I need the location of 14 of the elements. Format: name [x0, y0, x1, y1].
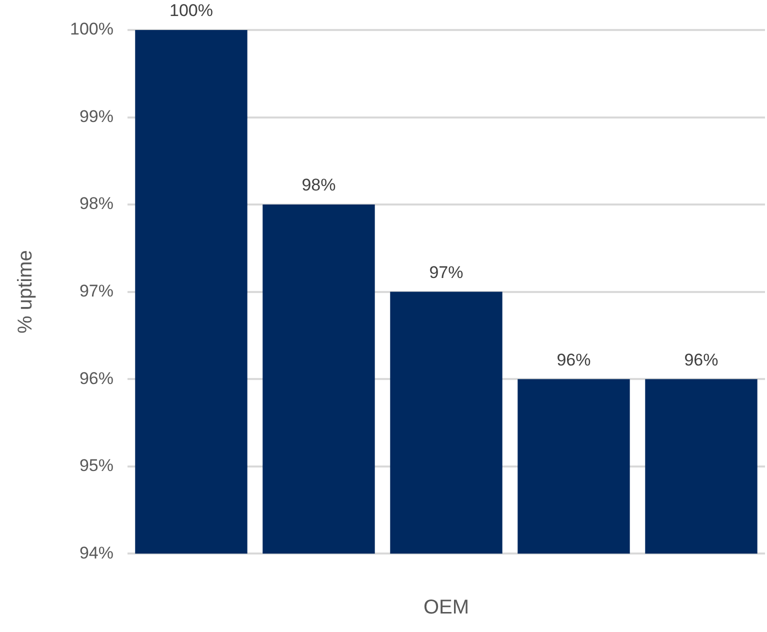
data-label: 96%: [556, 350, 591, 370]
data-label: 97%: [429, 262, 464, 282]
y-tick-label: 95%: [79, 456, 114, 476]
x-axis-title: OEM: [423, 596, 470, 619]
data-label: 96%: [684, 350, 718, 370]
y-tick-label: 97%: [79, 281, 114, 300]
y-tick-label: 98%: [79, 194, 114, 214]
y-tick-label: 99%: [79, 106, 114, 126]
y-axis-title: % uptime: [14, 250, 37, 334]
data-label: 100%: [169, 1, 213, 20]
y-tick-label: 96%: [79, 368, 114, 388]
y-tick-label: 94%: [79, 543, 114, 562]
y-tick-label: 100%: [70, 20, 114, 39]
data-label: 98%: [302, 176, 336, 195]
